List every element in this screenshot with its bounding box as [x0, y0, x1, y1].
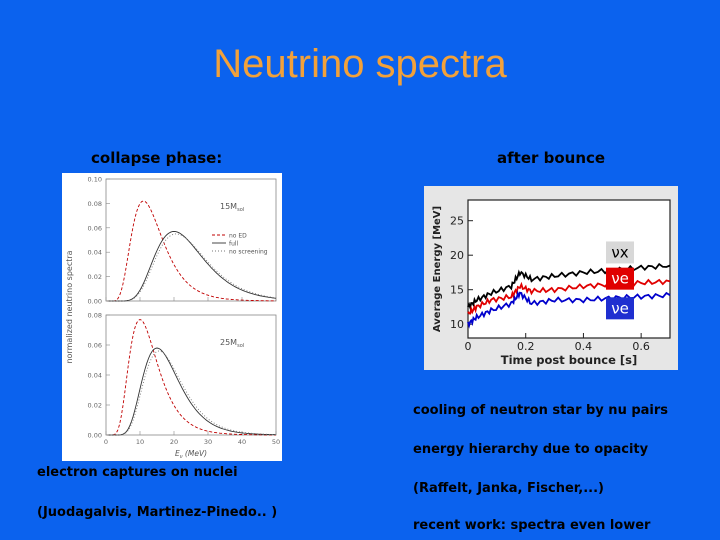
left-ytick-label: 0.08 — [88, 312, 102, 320]
right-series-label: νe — [611, 270, 629, 288]
right-ytick-label: 25 — [450, 215, 464, 228]
right-xtick-label: 0.4 — [575, 340, 593, 353]
right-heading: after bounce — [497, 149, 606, 167]
right-xtick-label: 0.2 — [517, 340, 535, 353]
left-ytick-label: 0.06 — [88, 224, 102, 232]
right-ytick-label: 20 — [450, 249, 464, 262]
left-legend-label: no screening — [229, 249, 268, 256]
bullet-hierarchy: energy hierarchy due to opacity — [413, 442, 649, 457]
bullet-cooling: cooling of neutron star by nu pairs — [413, 403, 669, 418]
left-ytick-label: 0.04 — [88, 249, 102, 257]
left-ytick-label: 0.00 — [88, 298, 102, 306]
left-ytick-label: 0.02 — [88, 273, 102, 281]
right-xtick-label: 0 — [465, 340, 472, 353]
left-panel-frame — [105, 314, 277, 436]
right-chart-ylabel: Average Energy [MeV] — [432, 206, 443, 332]
left-series-line — [107, 231, 277, 302]
left-xtick-label: 40 — [238, 438, 246, 446]
left-series-line — [107, 200, 276, 302]
note-references: (Juodagalvis, Martinez-Pinedo.. ) — [37, 505, 278, 520]
left-ytick-label: 0.04 — [88, 372, 102, 380]
left-legend-label: full — [229, 241, 239, 248]
note-electron-captures: electron captures on nuclei — [37, 465, 238, 480]
right-ytick-label: 10 — [450, 318, 464, 331]
bullet-references: (Raffelt, Janka, Fischer,...) — [413, 481, 605, 496]
left-panel-frame — [105, 178, 277, 302]
right-series-label-box — [606, 241, 634, 264]
left-ytick-label: 0.06 — [88, 342, 102, 350]
left-series-line — [107, 347, 277, 436]
bullet-recent-work: recent work: spectra even lower — [413, 518, 651, 533]
right-xtick-label: 0.6 — [632, 340, 650, 353]
collapse-spectra-chart: normalized neutrino spectra 0.00 0.02 0.04 0… — [62, 173, 282, 461]
left-ytick-label: 0.02 — [88, 402, 102, 410]
left-xlabel-unit: (MeV) — [183, 449, 208, 458]
slide-title: Neutrino spectra — [213, 42, 507, 86]
left-ytick-label: 0.00 — [88, 432, 102, 440]
right-plot-frame — [467, 199, 671, 339]
left-panel-mass-sub: sol — [237, 343, 244, 349]
left-xtick-label: 0 — [104, 438, 108, 446]
left-series-line — [107, 350, 277, 436]
right-ytick-label: 15 — [450, 284, 464, 297]
left-heading: collapse phase: — [91, 149, 223, 167]
left-xtick-label: 30 — [204, 438, 212, 446]
right-series-label-box — [606, 267, 634, 290]
left-xtick-label: 50 — [272, 438, 280, 446]
collapse-spectra-svg: normalized neutrino spectra 0.00 0.02 0.04 0… — [65, 176, 280, 461]
left-panel-mass-sub: sol — [237, 207, 244, 213]
left-chart-xlabel: Eν (MeV) — [175, 449, 207, 460]
left-ytick-label: 0.10 — [88, 176, 102, 184]
right-chart-xlabel: Time post bounce [s] — [501, 353, 638, 367]
left-xtick-label: 20 — [170, 438, 178, 446]
left-panel-mass-label: 25Msol — [220, 338, 244, 349]
right-series-label: νx — [611, 243, 628, 261]
left-ytick-label: 0.08 — [88, 200, 102, 208]
right-series-label-box — [606, 297, 634, 320]
left-series-line — [107, 318, 276, 436]
left-panel-mass-label: 15Msol — [220, 202, 244, 213]
right-series-label: νe — [611, 299, 629, 317]
left-xtick-label: 10 — [136, 438, 144, 446]
left-legend-label: no ED — [229, 233, 247, 240]
left-xlabel-sub: ν — [180, 454, 183, 460]
after-bounce-chart: 10 15 20 25 0 0.2 0.4 0.6 Time post bounce [s] Av… — [424, 186, 678, 370]
left-chart-ylabel: normalized neutrino spectra — [65, 250, 74, 363]
